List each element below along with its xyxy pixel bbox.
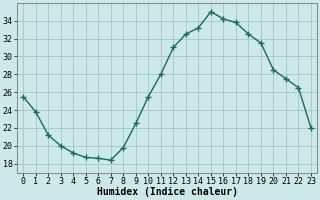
X-axis label: Humidex (Indice chaleur): Humidex (Indice chaleur)	[97, 187, 237, 197]
